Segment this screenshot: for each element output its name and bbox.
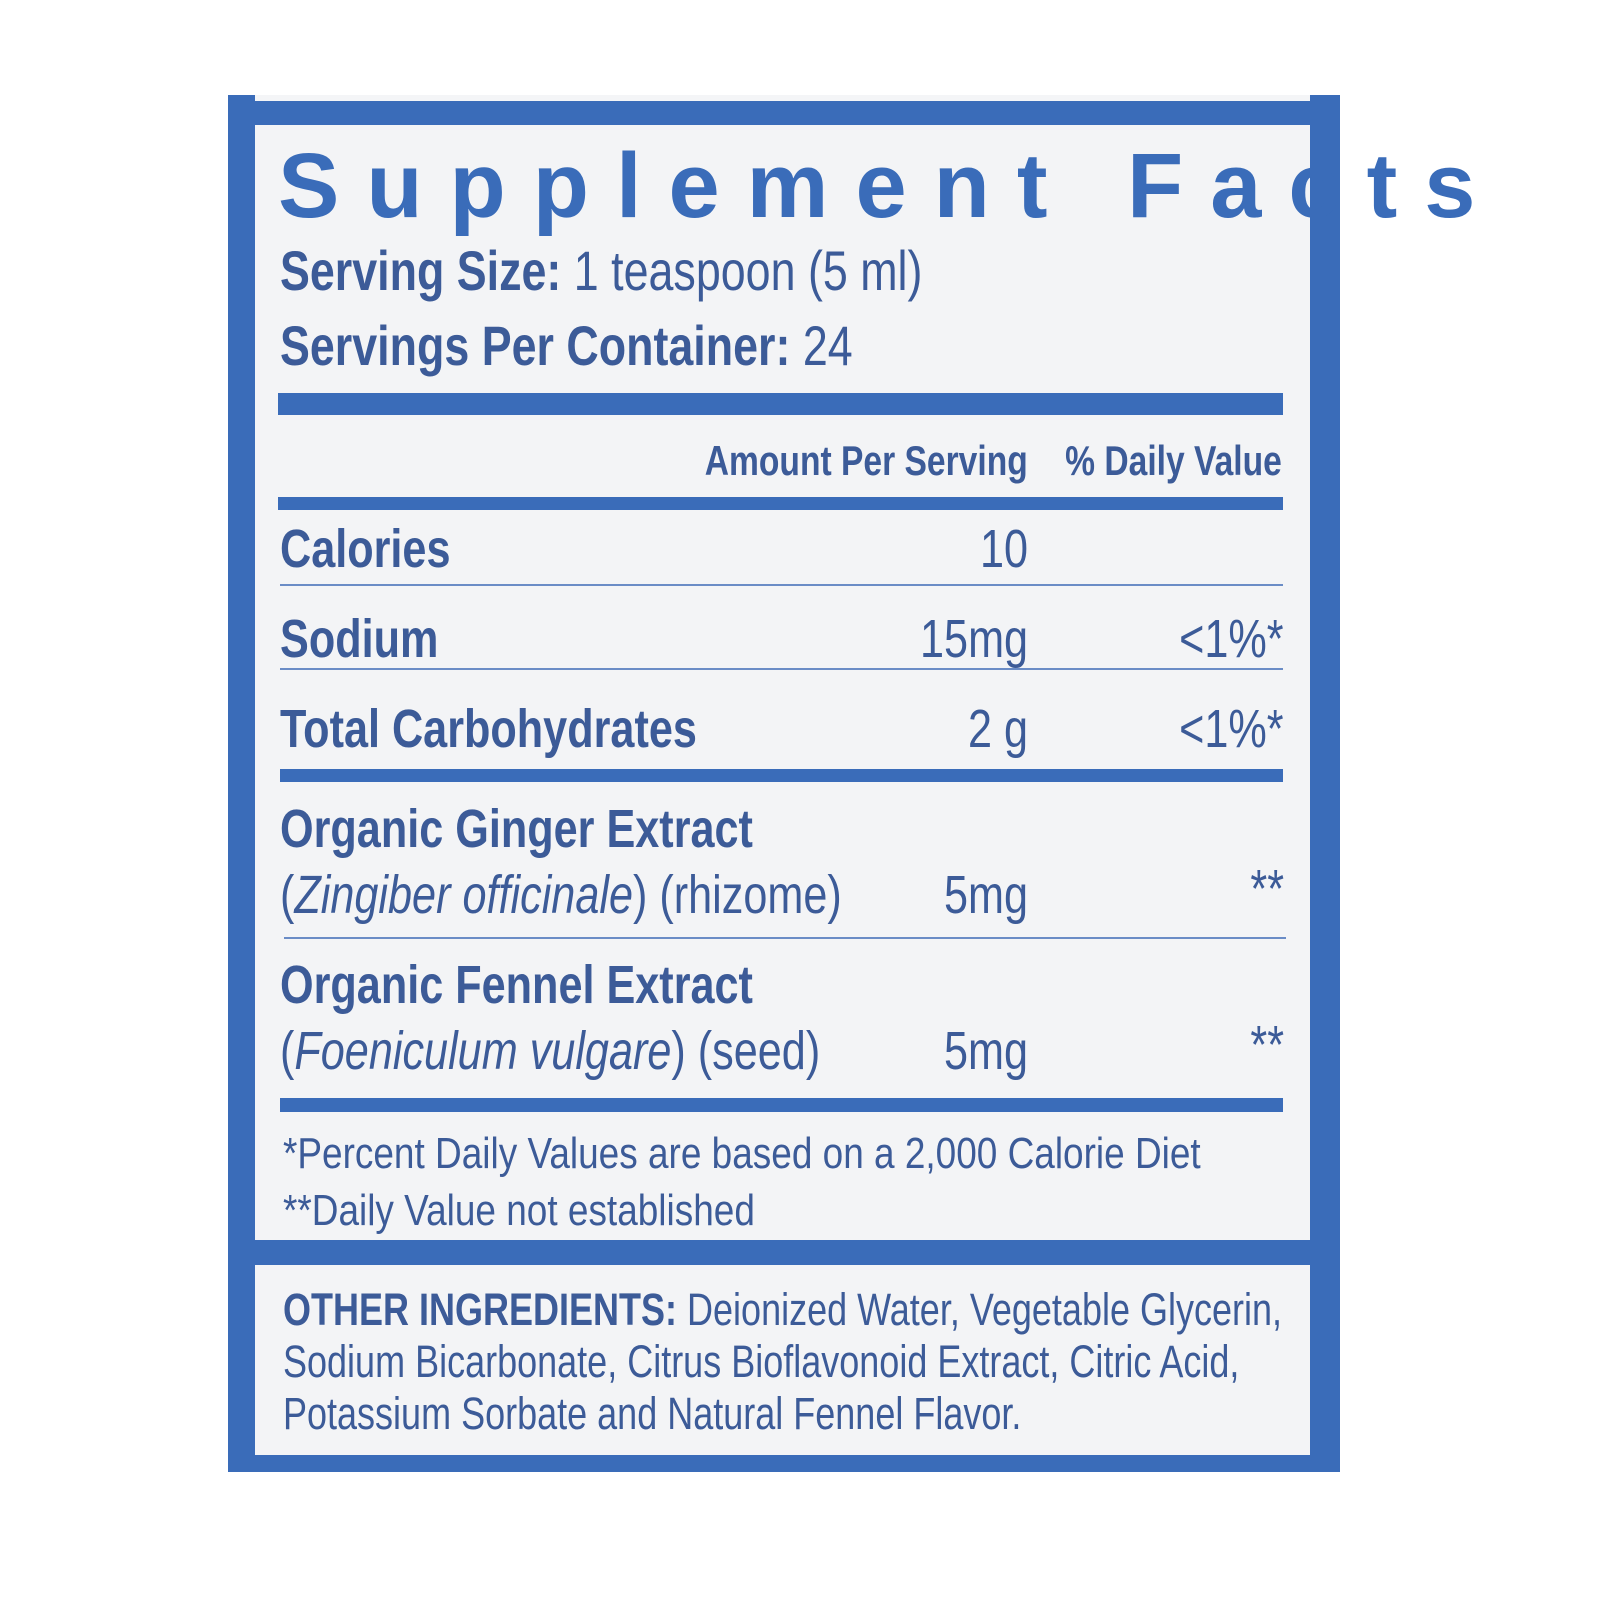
divider-medium <box>280 1098 1283 1112</box>
other-ingredients-panel <box>255 1265 1310 1455</box>
footnote-dv: *Percent Daily Values are based on a 2,0… <box>283 1129 1201 1178</box>
divider-thin <box>280 584 1283 586</box>
row-ginger-amount: 5mg <box>943 865 1028 925</box>
ginger-part: (rhizome) <box>659 865 842 925</box>
fennel-latin: Foeniculum vulgare <box>294 1021 672 1081</box>
top-gap <box>255 95 1310 101</box>
servings-value: 24 <box>802 314 853 377</box>
row-ginger-dv: ** <box>1250 859 1284 919</box>
servings-label: Servings Per Container: <box>280 314 791 377</box>
header-amount: Amount Per Serving <box>705 437 1028 484</box>
other-ingredients-label: OTHER INGREDIENTS: <box>283 1284 678 1335</box>
other-ingredients-line-2: Sodium Bicarbonate, Citrus Bioflavonoid … <box>283 1336 1240 1387</box>
serving-size-label: Serving Size: <box>280 239 562 302</box>
header-daily-value: % Daily Value <box>1065 437 1282 484</box>
fennel-part: (seed) <box>697 1021 821 1081</box>
row-carbs-amount: 2 g <box>967 699 1028 759</box>
row-sodium-name: Sodium <box>280 609 439 669</box>
row-sodium-amount: 15mg <box>919 609 1028 669</box>
serving-size-value: 1 teaspoon (5 ml) <box>573 239 923 302</box>
divider-thin <box>280 668 1283 670</box>
divider-medium <box>280 769 1283 782</box>
divider-medium <box>278 497 1283 510</box>
serving-size: Serving Size: 1 teaspoon (5 ml) <box>280 243 1083 299</box>
footnote-not-established: **Daily Value not established <box>283 1186 755 1235</box>
row-carbs-name: Total Carbohydrates <box>280 699 697 759</box>
row-ginger-detail: (Zingiber officinale) (rhizome) <box>280 865 842 925</box>
other-ingredients-line-1: OTHER INGREDIENTS: Deionized Water, Vege… <box>283 1284 1283 1335</box>
row-fennel-amount: 5mg <box>943 1021 1028 1081</box>
supplement-facts-panel <box>255 125 1310 1240</box>
divider-thin <box>284 937 1286 939</box>
row-fennel-name: Organic Fennel Extract <box>280 955 753 1015</box>
title: Supplement Facts <box>278 135 1503 237</box>
row-fennel-detail: (Foeniculum vulgare) (seed) <box>280 1021 821 1081</box>
row-fennel-dv: ** <box>1250 1015 1284 1075</box>
other-ingredients-line-3: Potassium Sorbate and Natural Fennel Fla… <box>283 1388 1022 1439</box>
row-carbs-dv: <1%* <box>1179 699 1284 759</box>
row-calories-name: Calories <box>280 519 451 579</box>
row-ginger-name: Organic Ginger Extract <box>280 799 753 859</box>
ginger-latin: Zingiber officinale <box>294 865 633 925</box>
row-sodium-dv: <1%* <box>1179 609 1284 669</box>
row-calories-amount: 10 <box>979 519 1028 579</box>
divider-thick <box>278 393 1283 415</box>
servings-per-container: Servings Per Container: 24 <box>280 318 996 374</box>
